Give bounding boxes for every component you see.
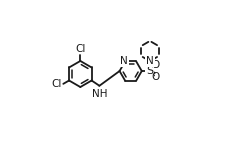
Text: S: S [146,66,154,76]
Text: O: O [151,60,160,70]
Text: Cl: Cl [75,44,86,54]
Text: N: N [120,56,128,66]
Text: Cl: Cl [51,79,62,89]
Text: NH: NH [92,89,107,99]
Text: O: O [151,72,160,82]
Text: N: N [146,56,154,66]
